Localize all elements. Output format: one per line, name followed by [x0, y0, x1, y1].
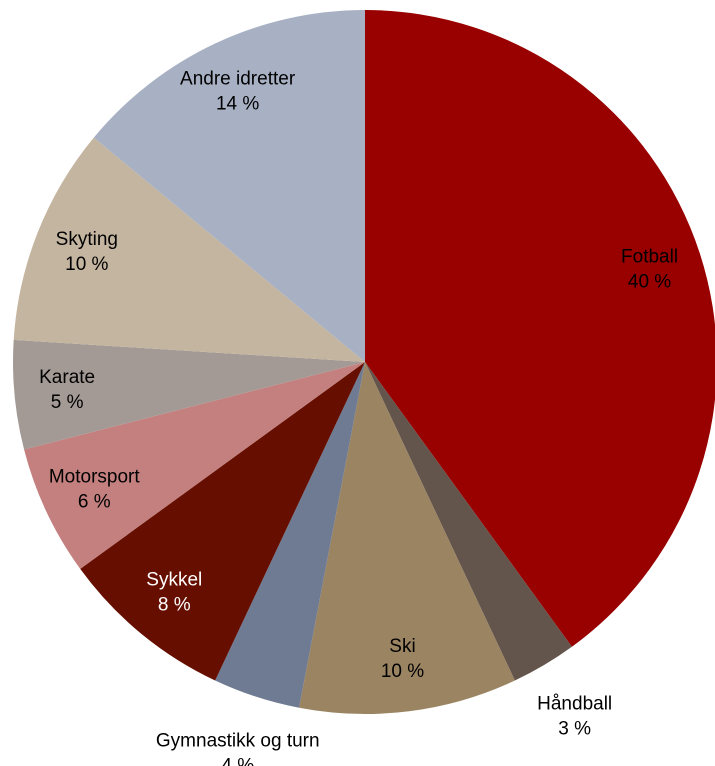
- slice-label: Fotball: [621, 247, 678, 268]
- pie-slice: [80, 362, 366, 681]
- pie-slice: [13, 137, 366, 362]
- slice-label: Karate: [39, 367, 95, 388]
- slice-label: Andre idretter: [180, 68, 296, 89]
- slice-label: Håndball: [537, 694, 612, 715]
- slice-value-label: 40 %: [628, 272, 671, 293]
- slice-value-label: 8 %: [158, 595, 191, 616]
- pie-slice: [299, 362, 515, 715]
- pie-slice: [24, 362, 366, 569]
- pie-slice: [365, 10, 715, 647]
- slice-value-label: 10 %: [65, 254, 108, 275]
- slice-value-label: 4 %: [221, 756, 254, 766]
- slice-label: Gymnastikk og turn: [156, 731, 320, 752]
- slice-label: Motorsport: [49, 466, 141, 487]
- pie-slice: [93, 10, 366, 362]
- slice-value-label: 3 %: [558, 719, 591, 740]
- pie-slice: [215, 362, 365, 708]
- slice-value-label: 6 %: [78, 491, 111, 512]
- slice-value-label: 5 %: [51, 392, 84, 413]
- slice-label: Sykkel: [146, 570, 202, 591]
- pie-slice: [12, 339, 365, 450]
- slice-label: Skyting: [56, 229, 118, 250]
- slice-label: Ski: [389, 636, 415, 657]
- slice-value-label: 10 %: [381, 661, 424, 682]
- pie-slice: [365, 362, 572, 681]
- slice-value-label: 14 %: [216, 93, 259, 114]
